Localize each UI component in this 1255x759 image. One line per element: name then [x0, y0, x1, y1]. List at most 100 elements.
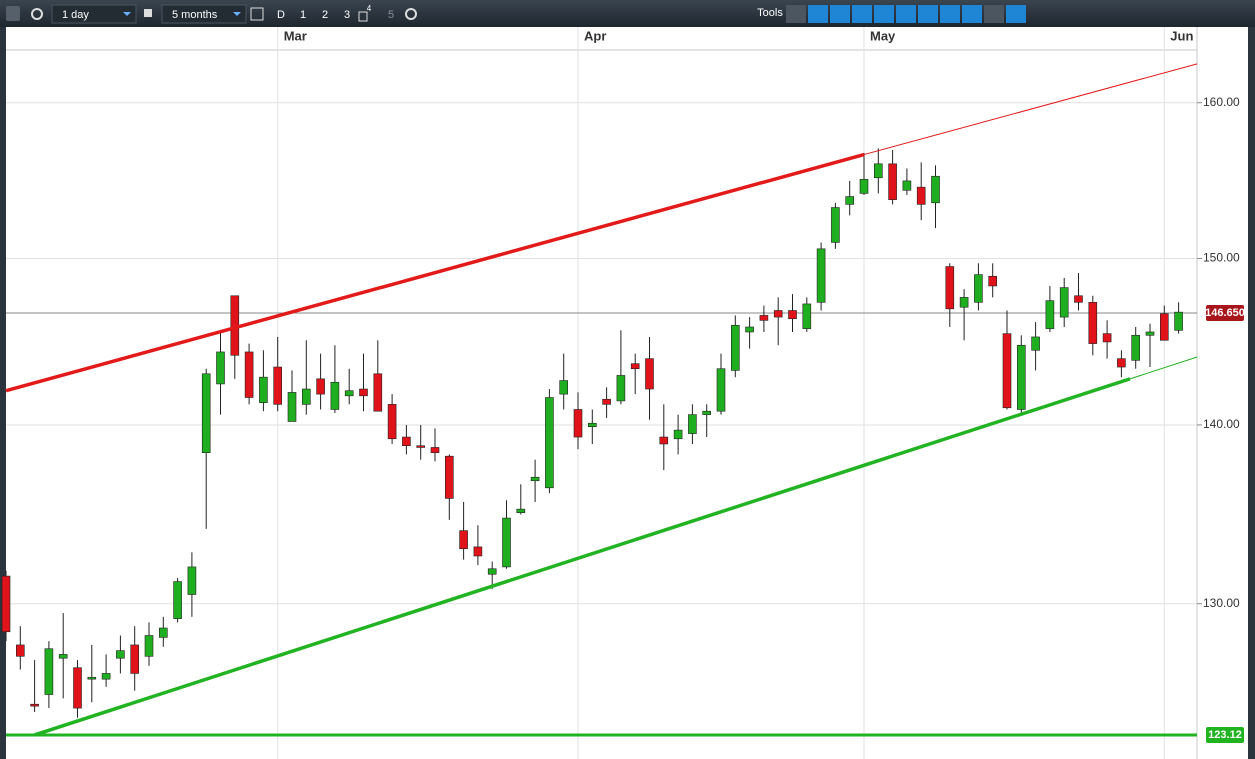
candle-body [316, 378, 325, 395]
candle-body [402, 436, 411, 447]
candle-body [630, 363, 640, 370]
range-select[interactable] [161, 4, 247, 24]
candle-body [516, 508, 526, 513]
trendline [5, 152, 865, 393]
candle-body [616, 375, 626, 402]
price-tag [1206, 304, 1244, 321]
tool-button[interactable] [940, 5, 960, 23]
candle-body [916, 186, 926, 205]
candle-body [173, 581, 182, 619]
y-tick-label: 130.00 [1203, 596, 1240, 610]
preset-button[interactable]: 5 [388, 9, 394, 21]
candle-body [473, 546, 483, 557]
settings-button[interactable] [405, 8, 417, 20]
candle-body [187, 566, 197, 595]
candle-body [73, 667, 82, 709]
preset-button[interactable]: D [277, 9, 285, 21]
candle-body [1174, 311, 1183, 331]
tool-button[interactable] [786, 5, 806, 23]
candle-body [273, 366, 283, 405]
candle-body [902, 180, 912, 191]
menu-button[interactable] [6, 6, 20, 21]
candle-body [330, 381, 340, 410]
tool-button[interactable] [830, 5, 850, 23]
candle-body [974, 274, 983, 303]
plot-background [6, 27, 1248, 759]
candle-body [287, 392, 297, 422]
candle-body [373, 373, 383, 412]
tool-button[interactable] [852, 5, 872, 23]
candle-body [1, 575, 11, 633]
x-tick-label: Mar [284, 28, 307, 43]
dropdown-arrow [233, 12, 241, 16]
price-tag-label: 146.650 [1205, 307, 1245, 319]
trendline-extension [863, 63, 1198, 156]
candle-body [602, 398, 611, 405]
candle-body [130, 644, 139, 674]
preset-button[interactable]: 2 [322, 9, 328, 21]
candle-body [645, 358, 654, 390]
candle-body [1117, 358, 1126, 368]
candle-body [1031, 336, 1040, 351]
candle-body [888, 163, 897, 200]
candle-body [530, 476, 540, 482]
y-tick-label: 150.00 [1203, 251, 1240, 265]
range-label: 5 months [172, 9, 218, 21]
candle-body [1131, 334, 1140, 361]
tool-button[interactable] [962, 5, 982, 23]
candle-body [931, 175, 940, 204]
candle-body [444, 455, 454, 499]
candle-body [1088, 301, 1098, 344]
candle-body [545, 397, 554, 489]
interval-select[interactable] [51, 4, 137, 24]
candle-body [416, 445, 426, 448]
candle-body [58, 654, 68, 659]
candle-body [659, 436, 669, 445]
candle-body [87, 676, 97, 680]
candle-body [1016, 344, 1026, 410]
print-button[interactable] [984, 5, 1004, 23]
y-tick-label: 140.00 [1203, 417, 1240, 431]
candle-body [816, 248, 826, 303]
candle-body [773, 310, 783, 318]
candle-body [44, 648, 54, 695]
price-tag [1206, 726, 1244, 743]
tool-button[interactable] [874, 5, 894, 23]
candle-body [459, 530, 468, 550]
candle-body [587, 422, 597, 427]
candle-body [359, 388, 368, 397]
preset-button[interactable]: 3 [344, 9, 350, 21]
candle-body [1102, 333, 1112, 343]
candle-body [673, 429, 683, 440]
candle-body [1074, 295, 1083, 303]
tool-button[interactable] [808, 5, 828, 23]
tool-button[interactable] [1006, 5, 1026, 23]
candle-body [502, 517, 511, 568]
settings-button[interactable] [31, 8, 43, 20]
tool-button[interactable] [896, 5, 916, 23]
preset-button[interactable]: 1 [300, 9, 306, 21]
preset-button[interactable]: 4 [367, 4, 372, 13]
candle-body [945, 266, 955, 310]
candle-body [344, 390, 354, 397]
candle-body [802, 303, 812, 329]
x-tick-label: Jun [1170, 28, 1193, 43]
lock-button[interactable] [144, 9, 152, 17]
candle-body [1160, 313, 1169, 341]
candle-body [702, 410, 712, 415]
calendar-button[interactable] [250, 7, 264, 21]
candle-body [1045, 300, 1055, 329]
candle-body [244, 351, 254, 398]
candle-body [1002, 333, 1012, 409]
candle-body [301, 388, 311, 405]
candle-body [144, 635, 154, 657]
candle-body [101, 673, 111, 680]
trendline [34, 377, 1131, 737]
candle-body [487, 568, 497, 575]
candle-body [1059, 287, 1069, 318]
tool-button[interactable] [918, 5, 938, 23]
interval-label: 1 day [62, 9, 89, 21]
candle-body [688, 414, 697, 434]
candle-body [559, 380, 569, 395]
